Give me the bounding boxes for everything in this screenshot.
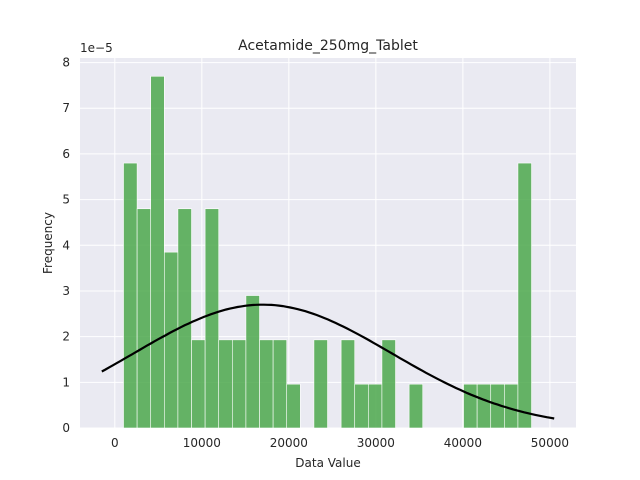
density-curve-group [101,303,555,420]
histogram-bar [245,295,260,429]
x-axis-ticks: 0 10000 20000 30000 40000 50000 [111,436,569,450]
y-tick-label: 1 [62,375,70,389]
histogram-bar [476,383,492,429]
y-tick-label: 7 [62,101,70,115]
y-tick-label: 8 [62,56,70,70]
histogram-bar [164,251,179,429]
y-tick-label: 2 [62,330,70,344]
histogram-bar [504,383,519,429]
histogram-bar [272,339,288,429]
y-axis-scale-label: 1e−5 [80,41,113,55]
histogram-bar [340,339,356,429]
histogram-bar [136,208,152,429]
histogram-bar [177,208,192,429]
histogram-bars [123,75,532,429]
histogram-bar [381,339,396,429]
x-tick-label: 0 [111,436,119,450]
histogram-bar [191,339,206,429]
x-tick-label: 20000 [270,436,308,450]
histogram-bar [408,383,424,429]
histogram-bar [354,383,369,429]
histogram-bar [463,383,478,429]
y-tick-label: 0 [62,421,70,435]
y-axis-label: Frequency [41,212,55,274]
x-tick-label: 40000 [444,436,482,450]
x-tick-label: 50000 [531,436,569,450]
histogram-bar [313,339,328,429]
x-tick-label: 30000 [357,436,395,450]
histogram-bar [150,75,165,429]
x-axis-label: Data Value [295,456,360,470]
y-tick-label: 5 [62,193,70,207]
x-tick-label: 10000 [183,436,221,450]
y-axis-ticks: 0 1 2 3 4 5 6 7 8 [62,56,70,435]
histogram-bar [259,339,274,429]
histogram-bar [204,208,220,429]
histogram-bar [517,162,532,429]
density-curve [101,303,555,420]
histogram-bar [368,383,383,429]
histogram-bar [286,383,301,429]
histogram-bar [123,162,138,429]
histogram-bar [218,339,233,429]
y-tick-label: 6 [62,147,70,161]
chart-title: Acetamide_250mg_Tablet [238,38,418,54]
y-tick-label: 4 [62,238,70,252]
y-tick-label: 3 [62,284,70,298]
histogram-bar [232,339,247,429]
